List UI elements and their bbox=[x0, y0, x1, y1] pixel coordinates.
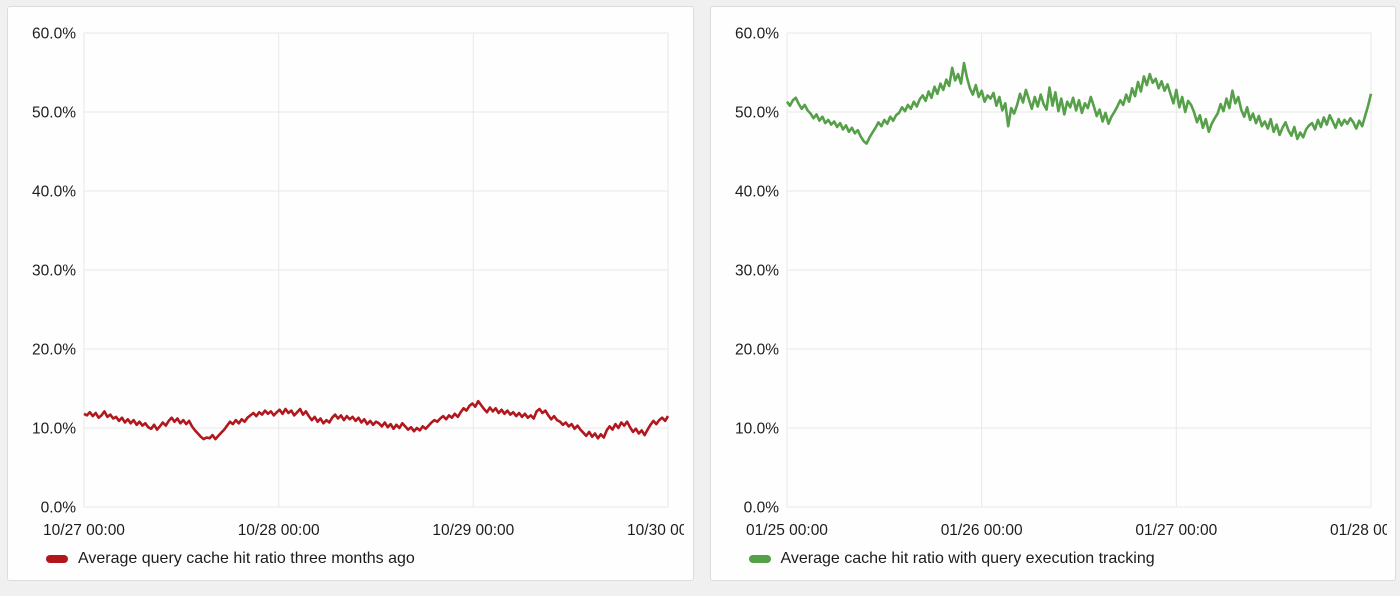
svg-text:30.0%: 30.0% bbox=[735, 263, 779, 280]
svg-text:10/30 00:00: 10/30 00:00 bbox=[627, 522, 684, 539]
legend-series-swatch-green bbox=[748, 555, 771, 563]
svg-text:20.0%: 20.0% bbox=[32, 342, 76, 359]
svg-text:50.0%: 50.0% bbox=[32, 105, 76, 122]
svg-text:10.0%: 10.0% bbox=[32, 421, 76, 438]
svg-text:01/26 00:00: 01/26 00:00 bbox=[940, 522, 1022, 539]
panel-query-cache-hit-ratio-three-months-ago: 60.0% 50.0% 40.0% 30.0% 20.0% 10.0% 0.0% 10/27 … bbox=[7, 6, 694, 581]
legend-item-left[interactable]: Average query cache hit ratio three mont… bbox=[8, 546, 693, 580]
legend-label: Average query cache hit ratio three mont… bbox=[78, 550, 415, 567]
svg-text:0.0%: 0.0% bbox=[41, 500, 77, 517]
line-chart-red[interactable]: 60.0% 50.0% 40.0% 30.0% 20.0% 10.0% 0.0% 10/27 … bbox=[8, 7, 684, 548]
svg-text:10/28 00:00: 10/28 00:00 bbox=[238, 522, 320, 539]
timeseries-chart-left[interactable]: 60.0% 50.0% 40.0% 30.0% 20.0% 10.0% 0.0% 10/27 … bbox=[8, 7, 693, 546]
svg-text:20.0%: 20.0% bbox=[735, 342, 779, 359]
svg-text:60.0%: 60.0% bbox=[32, 26, 76, 43]
svg-text:01/28 00:00: 01/28 00:00 bbox=[1330, 522, 1387, 539]
timeseries-chart-right[interactable]: 60.0% 50.0% 40.0% 30.0% 20.0% 10.0% 0.0% 01/25 … bbox=[711, 7, 1396, 546]
svg-text:40.0%: 40.0% bbox=[735, 184, 779, 201]
panel-cache-hit-ratio-query-execution-tracking: 60.0% 50.0% 40.0% 30.0% 20.0% 10.0% 0.0% 01/25 … bbox=[709, 6, 1396, 581]
svg-text:60.0%: 60.0% bbox=[735, 26, 779, 43]
svg-text:30.0%: 30.0% bbox=[32, 263, 76, 280]
legend-label: Average cache hit ratio with query execu… bbox=[780, 550, 1155, 567]
svg-text:01/27 00:00: 01/27 00:00 bbox=[1135, 522, 1217, 539]
legend-item-right[interactable]: Average cache hit ratio with query execu… bbox=[711, 546, 1396, 580]
svg-text:40.0%: 40.0% bbox=[32, 184, 76, 201]
legend-series-swatch-red bbox=[46, 555, 68, 563]
line-chart-green[interactable]: 60.0% 50.0% 40.0% 30.0% 20.0% 10.0% 0.0% 01/25 … bbox=[711, 7, 1387, 548]
svg-text:10/29 00:00: 10/29 00:00 bbox=[432, 522, 514, 539]
svg-text:01/25 00:00: 01/25 00:00 bbox=[746, 522, 828, 539]
svg-text:10.0%: 10.0% bbox=[735, 421, 779, 438]
svg-text:0.0%: 0.0% bbox=[743, 500, 779, 517]
svg-text:50.0%: 50.0% bbox=[735, 105, 779, 122]
svg-text:10/27 00:00: 10/27 00:00 bbox=[43, 522, 125, 539]
